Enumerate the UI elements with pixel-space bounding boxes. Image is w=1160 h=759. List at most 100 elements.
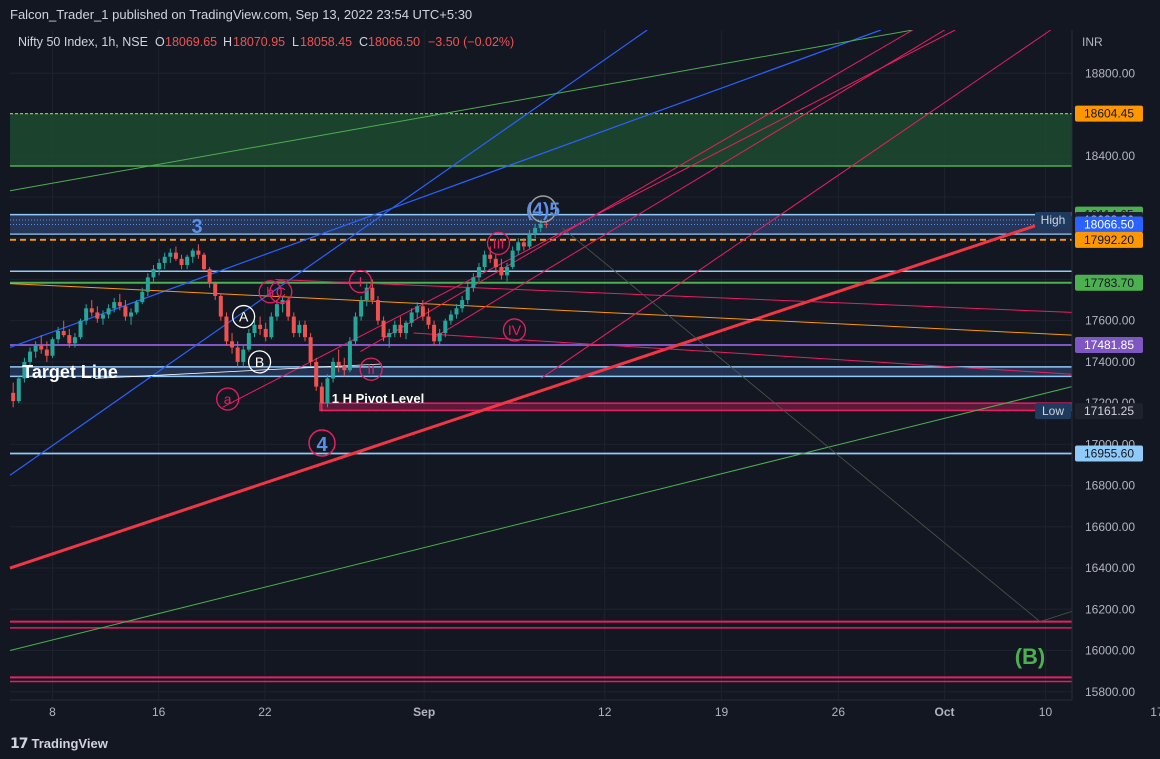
wave-circle xyxy=(216,387,240,411)
price-tag xyxy=(1075,105,1143,122)
candle-body xyxy=(331,361,336,379)
candle-body xyxy=(347,341,352,371)
price-axis[interactable]: INR18800.0018400.0017600.0017400.0017200… xyxy=(1035,30,1160,730)
candle-body xyxy=(336,361,341,367)
candle-body xyxy=(460,300,465,309)
pink-channel-4 xyxy=(540,30,1052,379)
axis-tick-label: 18400.00 xyxy=(1085,149,1135,163)
wave-circle-label: A xyxy=(239,309,249,325)
side-tag-label: High xyxy=(1041,213,1066,227)
price-tag xyxy=(1075,403,1143,420)
candle-body xyxy=(510,250,515,268)
candle-body xyxy=(476,267,481,278)
candle-body xyxy=(297,324,302,334)
candle-body xyxy=(454,308,459,315)
orange-slope xyxy=(9,283,1073,336)
candle-body xyxy=(11,392,16,402)
candle-body xyxy=(100,314,105,319)
candle-body xyxy=(325,378,330,404)
candle-body xyxy=(185,256,190,266)
candle-body xyxy=(263,328,268,338)
candle-body xyxy=(145,277,150,292)
zones xyxy=(10,113,1072,377)
axis-tick-label: 17400.00 xyxy=(1085,355,1135,369)
candle-body xyxy=(224,316,229,342)
candle-body xyxy=(375,300,380,321)
candle-body xyxy=(505,267,510,276)
side-tag-label: Low xyxy=(1042,404,1064,418)
green-fan-lower xyxy=(9,386,1073,652)
price-tag-label: 17992.20 xyxy=(1084,233,1134,247)
candle-body xyxy=(28,351,33,362)
candle-body xyxy=(527,234,532,247)
legend-c-value: 18066.50 xyxy=(368,35,420,49)
candle-body xyxy=(151,269,156,278)
wave-circle-label: IV xyxy=(508,322,522,338)
axis-tick-label: 16200.00 xyxy=(1085,602,1135,616)
projection-line xyxy=(561,227,1041,622)
axis-tick-label: 16400.00 xyxy=(1085,561,1135,575)
price-tag xyxy=(1075,231,1143,248)
candle-body xyxy=(533,227,538,235)
side-tag xyxy=(1035,212,1071,229)
time-tick-label: 8 xyxy=(49,705,56,719)
wave-4-label: 4 xyxy=(316,434,328,456)
tradingview-logo[interactable]: 𝟭𝟳 TradingView xyxy=(10,735,108,752)
axis-tick-label: 15800.00 xyxy=(1085,685,1135,699)
candle-body xyxy=(196,250,201,255)
candle-body xyxy=(303,324,308,338)
candle-body xyxy=(392,324,397,334)
legend-change: −3.50 (−0.02%) xyxy=(428,35,514,49)
candle-body xyxy=(67,335,72,344)
wave-circle-label: a xyxy=(224,391,232,407)
candle-body xyxy=(493,258,498,268)
candle-body xyxy=(179,258,184,266)
wave-circle-label: III xyxy=(493,235,505,251)
blue-channel-upper xyxy=(9,30,648,476)
wave-circle xyxy=(269,280,293,304)
candle-body xyxy=(61,330,66,336)
publisher-line: Falcon_Trader_1 published on TradingView… xyxy=(10,7,473,22)
candle-body xyxy=(488,254,493,259)
time-tick-label: 19 xyxy=(715,705,729,719)
wave-circle xyxy=(247,350,272,374)
legend-o-label: O xyxy=(155,35,165,49)
candle-body xyxy=(218,295,223,317)
candle-body xyxy=(404,322,409,334)
candle-body xyxy=(72,337,77,344)
wave-circle xyxy=(502,318,527,342)
candle-body xyxy=(201,254,206,270)
candle-body xyxy=(437,333,442,342)
candle-body xyxy=(516,242,521,251)
candle-body xyxy=(56,330,61,340)
candle-body xyxy=(291,316,296,334)
wave-circle xyxy=(258,280,282,304)
candle-body xyxy=(16,378,21,402)
pink-channel-2 xyxy=(360,30,913,353)
candle-body xyxy=(241,349,246,362)
axis-tick-label: 16600.00 xyxy=(1085,520,1135,534)
candle-body xyxy=(342,366,347,371)
candle-body xyxy=(44,349,49,356)
candle-body xyxy=(252,324,257,334)
candle-body xyxy=(39,345,44,350)
pivot-band xyxy=(319,402,1073,412)
legend-h-value: 18070.95 xyxy=(233,35,285,49)
candle-body xyxy=(387,333,392,338)
candle-body xyxy=(129,312,134,317)
candle-body xyxy=(162,256,167,263)
price-tag-label: 18066.50 xyxy=(1084,218,1134,232)
candle-body xyxy=(415,306,420,313)
time-axis[interactable]: 8 16 22 Sep 12 19 26 Oct 10 17 xyxy=(0,699,1160,730)
wave-3-label: 3 xyxy=(191,216,202,238)
axis-background xyxy=(1072,30,1160,730)
wave-circle-label: B xyxy=(255,354,264,370)
candle-body xyxy=(235,347,240,362)
candle-body xyxy=(353,316,358,342)
candle-body xyxy=(286,300,291,317)
target-line-label: Target Line xyxy=(22,362,118,382)
time-tick-label: 26 xyxy=(832,705,846,719)
candle-body xyxy=(50,339,55,356)
candle-body xyxy=(314,361,319,387)
